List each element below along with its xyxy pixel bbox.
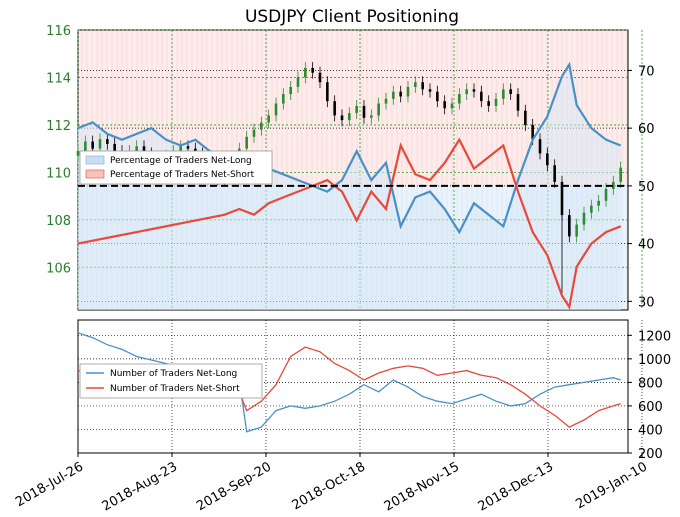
candle-body: [619, 167, 622, 182]
candle-body: [458, 94, 461, 104]
legend-net-short-swatch: [85, 169, 105, 179]
candle-body: [384, 98, 388, 104]
count-tick-label: 1000: [638, 353, 671, 368]
candle-body: [91, 141, 94, 149]
candle-body: [406, 86, 410, 97]
candle-body: [326, 82, 329, 102]
price-tick-label: 114: [46, 71, 71, 86]
candle-body: [531, 124, 534, 140]
candle-body: [333, 101, 336, 116]
candle-body: [450, 103, 454, 109]
upper-panel: 106 108 110 112 114 116 30 40 50 60 70: [46, 24, 655, 311]
candle-body: [421, 82, 424, 90]
candle-body: [267, 115, 270, 123]
legend-net-short-label: Percentage of Traders Net-Short: [110, 170, 255, 180]
candle-body: [612, 181, 615, 189]
chart-title: USDJPY Client Positioning: [245, 7, 459, 27]
price-tick-label: 110: [46, 166, 71, 181]
candle-body: [370, 115, 373, 118]
candle-body: [296, 77, 300, 87]
candle-body: [98, 139, 102, 149]
candle-body: [428, 89, 432, 92]
percent-tick-label: 30: [638, 295, 655, 310]
candle-body: [553, 165, 556, 182]
candle-body: [502, 89, 505, 99]
candle-body: [575, 224, 578, 237]
price-tick-label: 116: [46, 24, 71, 39]
price-tick-label: 108: [46, 214, 71, 229]
percent-tick-label: 40: [638, 238, 655, 253]
candle-body: [142, 146, 146, 154]
candle-body: [260, 122, 263, 130]
candle-body: [245, 136, 248, 149]
candle-body: [560, 181, 564, 216]
price-tick-label: 112: [46, 119, 71, 134]
net-short-pct-line: [77, 137, 622, 311]
candle-body: [524, 110, 527, 125]
candle-body: [179, 146, 182, 152]
candle-body: [340, 115, 344, 121]
percent-tick-label: 50: [638, 180, 655, 195]
percent-tick-label: 60: [638, 122, 655, 137]
candle-body: [392, 91, 395, 99]
candle-body: [113, 143, 116, 152]
candle-body: [480, 91, 483, 102]
candle-body: [135, 146, 138, 152]
count-tick-label: 800: [638, 376, 663, 391]
candle-body: [568, 215, 571, 237]
candle-body: [84, 141, 87, 152]
net-long-area: [78, 64, 621, 310]
candle-body: [252, 129, 256, 137]
percent-tick-label: 70: [638, 64, 655, 79]
candle-body: [546, 153, 549, 166]
candle-body: [304, 67, 307, 78]
candle-body: [399, 91, 402, 97]
candle-body: [289, 86, 292, 95]
count-tick-label: 1200: [638, 329, 671, 344]
candle-body: [516, 94, 520, 111]
candle-body: [494, 98, 498, 106]
candle-body: [590, 205, 593, 213]
candle-body: [355, 105, 358, 114]
candle-body: [76, 151, 80, 156]
count-tick-label: 400: [638, 423, 663, 438]
candle-body: [414, 82, 417, 87]
price-tick-label: 106: [46, 261, 71, 276]
candle-body: [106, 139, 109, 144]
candle-body: [487, 101, 490, 106]
legend-upper: Percentage of Traders Net-Long Percentag…: [79, 150, 273, 185]
legend-count-long-label: Number of Traders Net-Long: [110, 369, 237, 379]
candle-body: [436, 91, 439, 102]
legend-lower: Number of Traders Net-Long Number of Tra…: [79, 363, 263, 399]
candle-body: [311, 67, 314, 73]
legend-upper-box: [79, 150, 273, 185]
candle-body: [604, 188, 608, 201]
legend-net-long-label: Percentage of Traders Net-Long: [110, 156, 252, 166]
legend-count-short-label: Number of Traders Net-Short: [110, 384, 240, 394]
candle-body: [348, 113, 351, 121]
candle-body: [465, 89, 468, 95]
legend-lower-box: [79, 363, 263, 399]
count-tick-label: 200: [638, 447, 663, 462]
net-long-pct-line: [77, 61, 622, 235]
legend-net-long-swatch: [85, 155, 105, 165]
candle-body: [318, 72, 322, 83]
candle-body: [282, 94, 285, 104]
count-tick-label: 600: [638, 400, 663, 415]
candle-body: [472, 89, 476, 92]
candle-body: [582, 212, 586, 225]
candle-body: [362, 105, 366, 118]
candle-body: [443, 101, 446, 109]
candle-body: [274, 103, 278, 116]
candle-body: [509, 89, 512, 95]
candle-body: [597, 200, 600, 206]
candle-body: [186, 146, 190, 149]
candle-body: [377, 103, 380, 116]
candle-body: [538, 139, 542, 154]
